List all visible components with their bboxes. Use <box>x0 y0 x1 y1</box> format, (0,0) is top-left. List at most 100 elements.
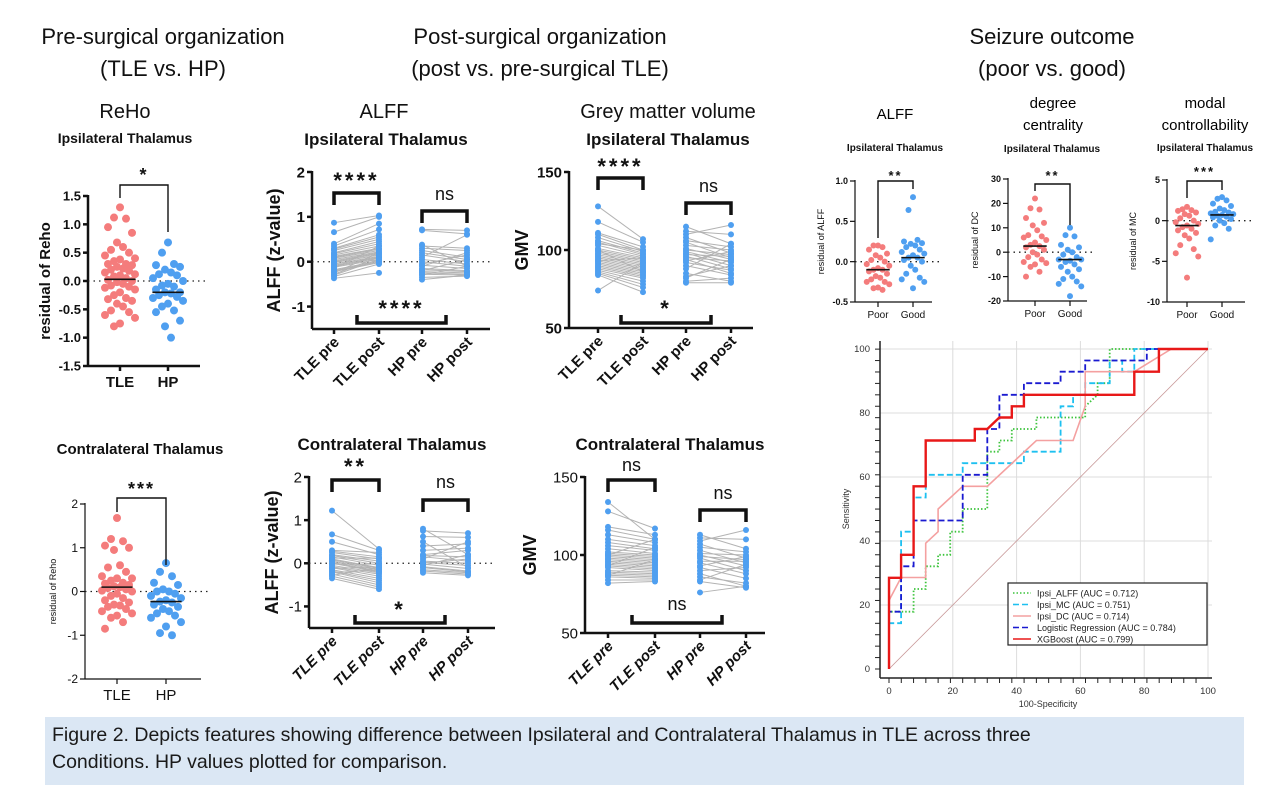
pair-line <box>333 215 380 224</box>
data-point <box>116 255 124 264</box>
data-point <box>376 256 382 263</box>
y-axis-label: residual of Reho <box>37 222 54 340</box>
x-tick-label: 0 <box>886 686 891 697</box>
data-point <box>465 547 471 554</box>
y-tick-label: 100 <box>854 344 870 355</box>
data-point <box>640 284 646 291</box>
data-point <box>125 266 133 275</box>
pair-line <box>607 545 656 551</box>
significance-label: ns <box>436 472 455 492</box>
data-point <box>420 569 426 576</box>
pair-line <box>421 234 468 258</box>
pair-line <box>421 252 468 267</box>
data-point <box>376 260 382 267</box>
alff-ipsi-subtitle: Ipsilateral Thalamus <box>304 130 467 149</box>
data-point <box>863 261 870 268</box>
significance-bracket <box>606 478 657 492</box>
data-point <box>743 570 749 577</box>
x-axis-label: 100-Specificity <box>1019 699 1078 709</box>
pair-line <box>597 232 644 248</box>
data-point <box>119 537 127 546</box>
pair-line <box>699 552 747 556</box>
data-point <box>113 278 121 287</box>
data-point <box>872 273 879 280</box>
pair-line <box>685 226 732 245</box>
data-point <box>465 534 471 541</box>
chart-s-alff: -0.5 0.0 0.5 1.0 residual of ALFF Poor Good ** <box>816 168 940 321</box>
pair-line <box>699 556 747 561</box>
data-point <box>1216 205 1223 212</box>
chart-reho-ipsi: -1.5 -1.0 -0.5 0.0 0.5 1.0 1.5 residual of Reho… <box>37 165 208 391</box>
significance-bracket <box>877 180 914 238</box>
data-point <box>152 261 160 270</box>
caption-line-1: Figure 2. Depicts features showing diffe… <box>52 724 1031 746</box>
data-point <box>1025 254 1032 261</box>
data-point <box>167 268 175 277</box>
data-point <box>1073 254 1080 261</box>
data-point <box>1221 220 1228 227</box>
y-tick-label: 100 <box>553 547 578 564</box>
x-tick-label: HP <box>156 687 177 704</box>
pair-line <box>607 560 656 565</box>
data-point <box>158 302 166 311</box>
significance-label: * <box>139 165 148 185</box>
pair-line <box>597 263 644 274</box>
significance-label: ns <box>435 184 454 204</box>
pair-line <box>421 258 468 272</box>
y-axis-label: residual of DC <box>970 211 980 269</box>
data-point <box>728 279 734 286</box>
y-tick-label: 60 <box>859 472 870 483</box>
y-axis-label: residual of ALFF <box>816 208 826 274</box>
data-point <box>173 292 181 301</box>
pair-line <box>597 261 644 273</box>
data-point <box>376 243 382 250</box>
data-point <box>329 538 335 545</box>
pair-line <box>699 537 747 540</box>
data-point <box>866 246 872 253</box>
data-point <box>179 296 187 305</box>
data-point <box>1186 235 1193 242</box>
pair-line <box>607 576 656 579</box>
pair-line <box>421 229 468 235</box>
pair-line <box>685 237 732 254</box>
data-point <box>605 531 611 538</box>
y-tick-label: -20 <box>988 296 1001 306</box>
data-point <box>419 227 425 234</box>
significance-label: * <box>394 597 406 622</box>
data-point <box>149 274 157 283</box>
data-point <box>1073 278 1080 285</box>
pair-line <box>685 258 732 279</box>
figure-caption: Figure 2. Depicts features showing diffe… <box>45 717 1244 785</box>
data-point <box>652 525 658 532</box>
data-point <box>465 555 471 562</box>
data-point <box>1228 203 1234 210</box>
pair-line <box>685 257 732 262</box>
y-tick-label: 0 <box>865 664 870 675</box>
data-point <box>113 611 121 620</box>
data-point <box>605 562 611 569</box>
pair-line <box>699 529 747 542</box>
y-tick-label: 0 <box>71 585 78 599</box>
pair-line <box>331 533 380 551</box>
chart-s-dc: -20 -10 0 10 20 30 residual of DC Poor Good ** <box>970 168 1095 320</box>
x-tick-label: Good <box>1058 309 1082 320</box>
x-tick-label: Poor <box>1176 310 1198 321</box>
legend-label: Ipsi_DC (AUC = 0.714) <box>1037 612 1129 622</box>
x-tick-label: Poor <box>867 310 889 321</box>
data-point <box>1055 280 1062 287</box>
data-point <box>605 498 611 505</box>
pair-line <box>607 574 656 578</box>
outcome-dc-title-line2: centrality <box>1023 117 1084 134</box>
data-point <box>149 294 157 302</box>
data-point <box>914 236 921 243</box>
data-point <box>156 629 164 638</box>
data-point <box>728 231 734 238</box>
data-point <box>331 219 337 226</box>
data-point <box>125 282 133 291</box>
significance-bracket <box>1034 183 1071 225</box>
data-point <box>595 257 601 264</box>
data-point <box>903 244 910 251</box>
data-point <box>420 543 426 550</box>
pair-line <box>699 585 747 593</box>
x-tick-label: 60 <box>1075 686 1086 697</box>
